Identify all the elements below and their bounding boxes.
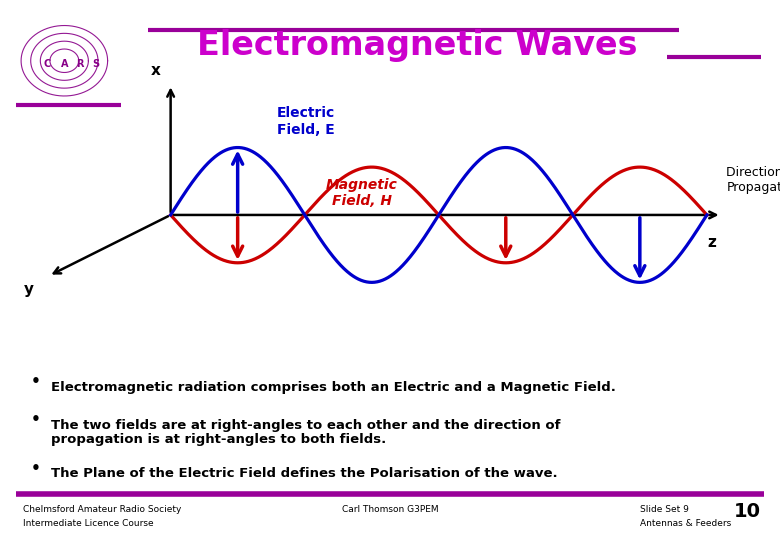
Text: z: z <box>707 234 716 249</box>
Text: Chelmsford Amateur Radio Society: Chelmsford Amateur Radio Society <box>23 505 182 514</box>
Text: •: • <box>31 374 41 389</box>
Text: y: y <box>24 282 34 298</box>
Text: •: • <box>31 412 41 427</box>
Text: S: S <box>92 59 99 69</box>
Text: Carl Thomson G3PEM: Carl Thomson G3PEM <box>342 505 438 514</box>
Text: Magnetic
Field, H: Magnetic Field, H <box>326 178 398 208</box>
Text: Antennas & Feeders: Antennas & Feeders <box>640 519 731 529</box>
Text: x: x <box>151 63 161 78</box>
Text: A: A <box>61 59 68 69</box>
Text: 10: 10 <box>733 502 760 522</box>
Text: Slide Set 9: Slide Set 9 <box>640 505 689 514</box>
Text: The Plane of the Electric Field defines the Polarisation of the wave.: The Plane of the Electric Field defines … <box>51 467 558 480</box>
Text: Intermediate Licence Course: Intermediate Licence Course <box>23 519 154 529</box>
Text: Electromagnetic radiation comprises both an Electric and a Magnetic Field.: Electromagnetic radiation comprises both… <box>51 381 615 394</box>
Text: •: • <box>31 461 41 476</box>
Text: The two fields are at right-angles to each other and the direction of
propagatio: The two fields are at right-angles to ea… <box>51 418 560 447</box>
Text: R: R <box>76 59 84 69</box>
Text: Electric
Field, E: Electric Field, E <box>277 106 335 137</box>
Text: Electromagnetic Waves: Electromagnetic Waves <box>197 29 637 63</box>
Text: C: C <box>44 59 51 69</box>
Text: Direction of
Propagation: Direction of Propagation <box>726 166 780 194</box>
